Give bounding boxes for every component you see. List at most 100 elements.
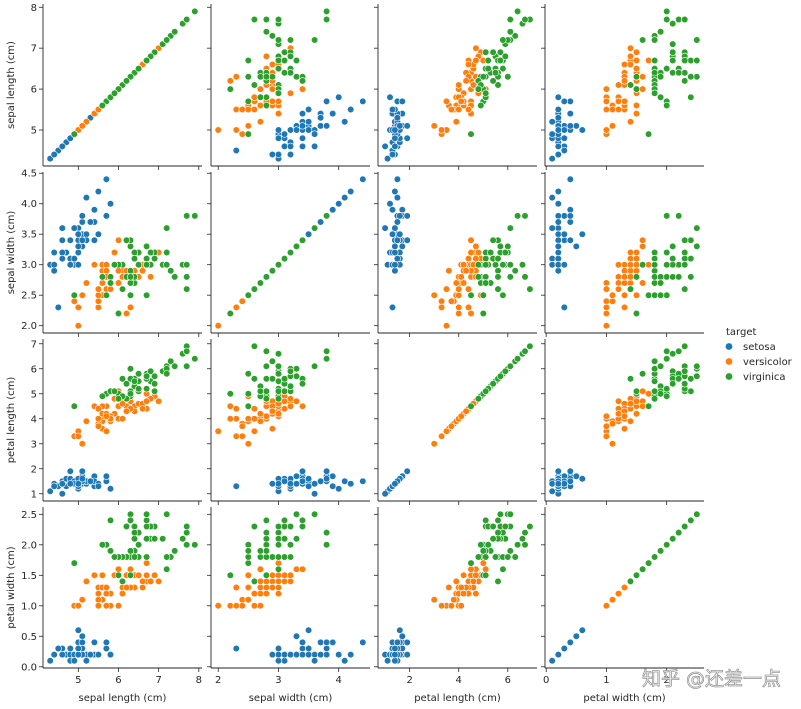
scatter-point-versicolor	[232, 415, 240, 423]
scatter-point-virginica	[323, 541, 331, 549]
scatter-point-setosa	[381, 224, 389, 232]
scatter-point-virginica	[650, 267, 659, 275]
scatter-point-virginica	[98, 392, 106, 400]
panel-petal-length-vs-sepal-width	[207, 339, 370, 505]
scatter-point-virginica	[126, 242, 135, 250]
scatter-point-virginica	[693, 36, 701, 44]
scatter-point-versicolor	[122, 583, 131, 592]
scatter-point-virginica	[262, 387, 271, 395]
scatter-point-virginica	[226, 571, 234, 579]
scatter-point-versicolor	[232, 602, 240, 610]
scatter-point-virginica	[143, 291, 151, 299]
scatter-point-virginica	[244, 291, 252, 299]
scatter-point-versicolor	[98, 571, 106, 579]
scatter-point-versicolor	[464, 285, 473, 293]
scatter-point-virginica	[501, 248, 509, 257]
scatter-point-virginica	[262, 73, 271, 81]
scatter-point-virginica	[70, 291, 78, 299]
scatter-point-virginica	[292, 510, 301, 518]
scatter-point-versicolor	[82, 417, 90, 425]
scatter-point-setosa	[554, 114, 562, 122]
scatter-point-virginica	[163, 510, 171, 518]
scatter-point-virginica	[663, 273, 671, 281]
scatter-point-versicolor	[232, 126, 240, 134]
scatter-point-setosa	[286, 480, 295, 488]
scatter-point-virginica	[513, 212, 522, 220]
scatter-point-virginica	[179, 535, 187, 543]
scatter-point-setosa	[274, 134, 283, 142]
scatter-point-setosa	[566, 212, 574, 220]
scatter-point-virginica	[262, 528, 271, 537]
scatter-point-setosa	[393, 236, 402, 244]
scatter-point-virginica	[143, 510, 151, 518]
scatter-point-virginica	[644, 291, 653, 299]
scatter-point-virginica	[638, 261, 647, 269]
scatter-point-setosa	[393, 638, 402, 647]
scatter-point-virginica	[171, 362, 179, 370]
scatter-point-virginica	[244, 56, 252, 65]
scatter-point-virginica	[274, 377, 283, 385]
scatter-point-setosa	[391, 261, 399, 269]
scatter-point-setosa	[286, 142, 295, 150]
scatter-point-virginica	[663, 385, 671, 393]
scatter-point-versicolor	[474, 248, 483, 257]
scatter-point-setosa	[554, 255, 562, 263]
scatter-point-virginica	[675, 273, 683, 281]
scatter-point-versicolor	[602, 322, 611, 330]
scatter-point-setosa	[58, 255, 66, 263]
scatter-point-virginica	[650, 255, 659, 263]
scatter-point-setosa	[90, 638, 98, 647]
scatter-point-versicolor	[620, 583, 629, 592]
scatter-point-setosa	[384, 657, 392, 665]
scatter-point-versicolor	[280, 405, 289, 413]
scatter-point-setosa	[398, 632, 406, 640]
scatter-point-versicolor	[256, 583, 265, 592]
scatter-point-virginica	[126, 279, 135, 287]
scatter-point-virginica	[163, 565, 171, 573]
panel-petal-width-vs-sepal-width: 2 3 4	[207, 507, 370, 686]
scatter-point-versicolor	[90, 261, 98, 269]
scatter-point-versicolor	[614, 589, 623, 598]
y-tick-label: 7	[31, 44, 37, 55]
scatter-point-setosa	[554, 200, 562, 208]
scatter-point-versicolor	[632, 410, 641, 418]
scatter-point-virginica	[489, 535, 497, 543]
scatter-point-virginica	[171, 273, 179, 281]
scatter-point-virginica	[638, 36, 647, 44]
scatter-point-setosa	[305, 650, 313, 659]
scatter-point-virginica	[122, 77, 131, 85]
scatter-point-setosa	[347, 187, 355, 196]
scatter-point-setosa	[74, 230, 82, 238]
scatter-point-setosa	[572, 632, 580, 640]
scatter-point-setosa	[388, 105, 397, 114]
scatter-point-setosa	[396, 230, 404, 238]
scatter-point-versicolor	[114, 267, 123, 275]
scatter-point-setosa	[396, 122, 404, 130]
scatter-point-setosa	[274, 126, 283, 134]
scatter-point-versicolor	[268, 85, 277, 93]
x-tick-label: 8	[196, 675, 202, 686]
scatter-point-virginica	[286, 553, 295, 561]
scatter-point-versicolor	[244, 583, 252, 592]
scatter-point-virginica	[250, 285, 258, 293]
scatter-point-virginica	[632, 571, 641, 579]
panel-sepal-length-vs-sepal-width	[207, 4, 370, 170]
scatter-point-versicolor	[286, 577, 295, 586]
scatter-point-virginica	[487, 248, 495, 257]
scatter-point-versicolor	[94, 291, 102, 299]
scatter-point-virginica	[256, 93, 265, 101]
scatter-point-setosa	[403, 212, 411, 220]
scatter-point-virginica	[632, 73, 641, 81]
scatter-point-virginica	[274, 553, 283, 561]
scatter-point-virginica	[687, 387, 695, 395]
scatter-point-virginica	[122, 380, 131, 388]
scatter-point-setosa	[106, 650, 115, 659]
scatter-point-versicolor	[602, 412, 611, 420]
scatter-point-versicolor	[644, 261, 653, 269]
x-tick-label: 6	[505, 675, 511, 686]
scatter-point-virginica	[262, 395, 271, 403]
scatter-point-versicolor	[472, 255, 480, 263]
scatter-point-setosa	[548, 255, 556, 263]
scatter-point-virginica	[130, 553, 139, 561]
scatter-point-versicolor	[292, 565, 301, 573]
